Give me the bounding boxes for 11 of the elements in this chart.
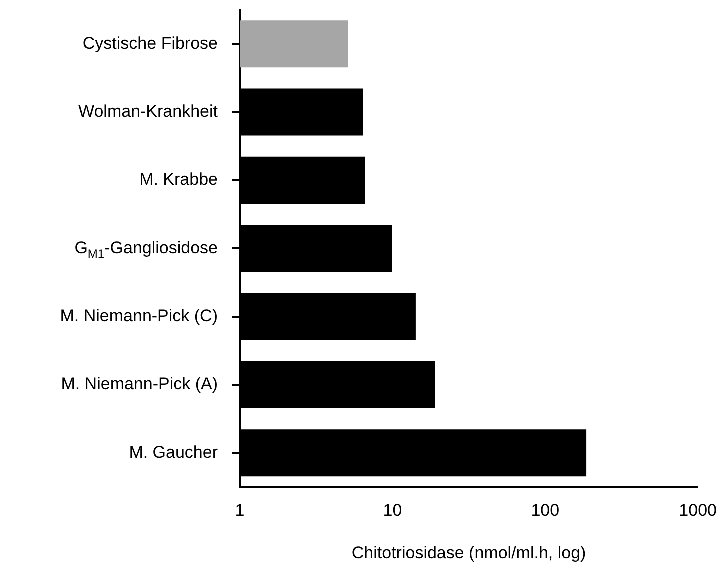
x-tick-label: 10	[383, 501, 402, 520]
y-tick-label: Wolman-Krankheit	[78, 102, 218, 121]
y-tick-label: M. Gaucher	[129, 442, 218, 462]
x-tick-label: 1	[235, 501, 245, 520]
y-tick-label: M. Krabbe	[140, 170, 218, 190]
y-tick-label: M. Niemann-Pick (A)	[61, 374, 218, 394]
x-axis-title: Chitotriosidase (nmol/ml.h, log)	[352, 543, 586, 562]
y-tick-label: M. Niemann-Pick (C)	[60, 306, 218, 326]
y-tick-label: Cystische Fibrose	[82, 34, 218, 53]
x-tick-label: 100	[531, 501, 560, 520]
x-tick-label: 1000	[679, 501, 718, 520]
